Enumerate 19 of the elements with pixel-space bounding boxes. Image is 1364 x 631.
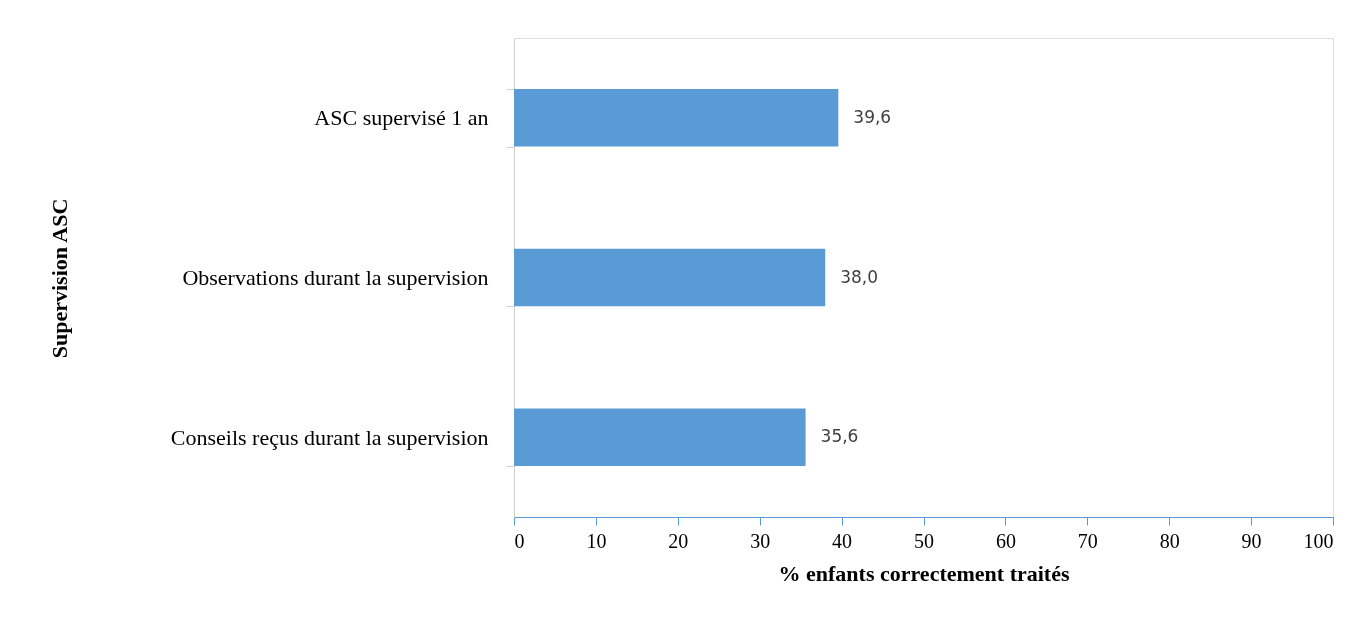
x-tick-label: 90 <box>1241 529 1262 552</box>
data-label: 38,0 <box>840 266 879 287</box>
y-tick-label: ASC supervisé 1 an <box>314 105 489 131</box>
x-tick-label: 20 <box>668 529 689 552</box>
y-tick-label: Observations durant la supervision <box>182 265 489 290</box>
x-tick-label: 50 <box>914 529 934 552</box>
data-label: 39,6 <box>853 106 892 127</box>
x-tick-label: 30 <box>750 529 771 552</box>
x-tick-label: 40 <box>832 529 853 552</box>
x-tick-label: 70 <box>1077 529 1098 552</box>
y-axis-title: Supervision ASC <box>46 198 72 359</box>
x-axis-title: % enfants correctement traités <box>778 560 1070 586</box>
y-tick-label: Conseils reçus durant la supervision <box>170 424 489 450</box>
x-tick-label: 80 <box>1159 529 1180 552</box>
x-tick-label: 60 <box>995 529 1016 552</box>
x-tick-label: 0 <box>514 529 525 552</box>
x-tick-label: 10 <box>586 529 607 552</box>
x-tick-label: 100 <box>1303 529 1334 552</box>
data-label: 35,6 <box>820 426 859 447</box>
